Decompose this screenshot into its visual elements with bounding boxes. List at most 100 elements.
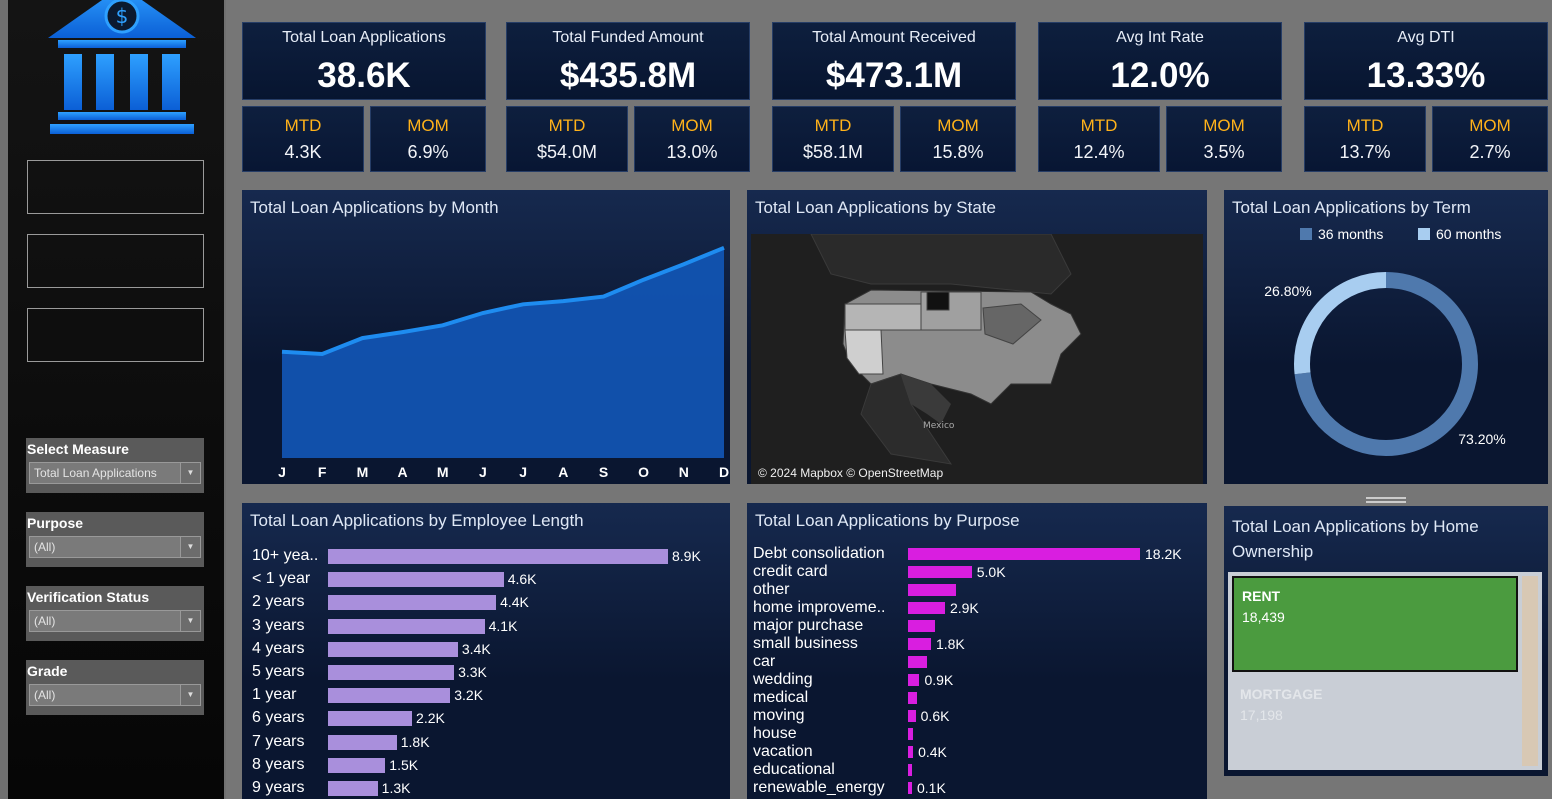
grade-dropdown[interactable]: (All) ▼ xyxy=(29,684,201,706)
bar[interactable] xyxy=(328,572,504,588)
bar[interactable] xyxy=(908,764,912,776)
bar[interactable] xyxy=(328,781,378,796)
bar[interactable] xyxy=(908,728,914,740)
bar-category-label: car xyxy=(753,653,776,670)
bar-row[interactable]: home improveme.. 2.9K xyxy=(753,599,1193,617)
month-series-line[interactable] xyxy=(281,245,725,357)
bar[interactable] xyxy=(908,584,957,596)
bar-row[interactable]: car xyxy=(753,653,1193,671)
kpi-mtd-label: MTD xyxy=(1346,116,1384,135)
bar-value-label: 3.3K xyxy=(458,664,487,680)
bar[interactable] xyxy=(908,746,914,758)
filter-label: Purpose xyxy=(27,515,84,531)
bar[interactable] xyxy=(328,734,397,750)
bar-category-label: vacation xyxy=(753,743,813,760)
nav-button-2[interactable] xyxy=(27,234,204,288)
bar-row[interactable]: 3 years 4.1K xyxy=(252,617,722,637)
kpi-header: Total Loan Applications 38.6K xyxy=(242,22,486,100)
bar-row[interactable]: wedding 0.9K xyxy=(753,671,1193,689)
purpose-dropdown[interactable]: (All) ▼ xyxy=(29,536,201,558)
bar[interactable] xyxy=(328,549,668,564)
legend-swatch xyxy=(1418,228,1430,240)
bar-row[interactable]: major purchase xyxy=(753,617,1193,635)
bar[interactable] xyxy=(908,638,931,650)
panel-title: Total Loan Applications by Term xyxy=(1232,198,1471,217)
bar[interactable] xyxy=(328,618,485,634)
bar[interactable] xyxy=(908,548,1140,560)
bar-category-label: educational xyxy=(753,761,835,778)
bar-value-label: 3.2K xyxy=(454,687,484,704)
bar-category-label: renewable_energy xyxy=(753,779,885,796)
legend-item-36-months[interactable]: 36 months xyxy=(1300,226,1383,242)
bar-row[interactable]: < 1 year 4.6K xyxy=(252,570,722,590)
bar[interactable] xyxy=(328,757,386,773)
bar[interactable] xyxy=(328,665,455,680)
filter-select-measure: Select Measure Total Loan Applications ▼ xyxy=(26,438,204,493)
verification-status-dropdown[interactable]: (All) ▼ xyxy=(29,610,201,632)
chevron-down-icon: ▼ xyxy=(180,463,200,483)
bar-row[interactable]: 6 years 2.2K xyxy=(252,709,722,729)
bar-category-label: house xyxy=(753,725,797,742)
bar-row[interactable]: 7 years 1.8K xyxy=(252,733,722,753)
bar-row[interactable]: other xyxy=(753,581,1193,599)
bar[interactable] xyxy=(328,595,497,611)
bar[interactable] xyxy=(908,566,972,578)
kpi-header: Avg DTI 13.33% xyxy=(1304,22,1548,100)
bar-row[interactable]: 4 years 3.4K xyxy=(252,640,722,660)
bar[interactable] xyxy=(908,620,935,632)
bar[interactable] xyxy=(908,674,920,686)
bar-row[interactable]: credit card 5.0K xyxy=(753,563,1193,581)
bar[interactable] xyxy=(328,641,458,657)
map-attribution[interactable]: © 2024 Mapbox © OpenStreetMap xyxy=(758,466,944,480)
bar-row[interactable]: 8 years 1.5K xyxy=(252,756,722,776)
dropdown-value: (All) xyxy=(34,614,56,628)
term-donut-chart[interactable]: 73.20% 26.80% xyxy=(1224,190,1548,484)
bar[interactable] xyxy=(908,656,928,668)
bar[interactable] xyxy=(908,710,916,722)
bar-row[interactable]: house xyxy=(753,725,1193,743)
bar-row[interactable]: 9 years 1.3K xyxy=(252,779,722,799)
bar-row[interactable]: educational xyxy=(753,761,1193,779)
bar[interactable] xyxy=(328,688,451,704)
nav-button-1[interactable] xyxy=(27,160,204,214)
bar-row[interactable]: 2 years 4.4K xyxy=(252,593,722,613)
bar[interactable] xyxy=(908,602,945,614)
dropdown-value: (All) xyxy=(34,688,56,702)
kpi-mom-value: 15.8% xyxy=(932,142,984,162)
tile-value: 17,198 xyxy=(1240,707,1283,723)
treemap-tile-other[interactable] xyxy=(1522,576,1538,766)
kpi-mom: MOM 3.5% xyxy=(1166,106,1282,172)
legend-label: 60 months xyxy=(1436,226,1502,242)
filter-label: Select Measure xyxy=(27,441,129,457)
treemap-tile-rent[interactable]: RENT 18,439 xyxy=(1232,576,1518,672)
bar-row[interactable]: medical xyxy=(753,689,1193,707)
bar-row[interactable]: 5 years 3.3K xyxy=(252,663,722,683)
bar[interactable] xyxy=(328,711,413,727)
state-map[interactable]: Mexico © 2024 Mapbox © OpenStreetMap xyxy=(751,233,1203,484)
bar[interactable] xyxy=(908,782,912,794)
select-measure-dropdown[interactable]: Total Loan Applications ▼ xyxy=(29,462,201,484)
panel-resize-handle[interactable] xyxy=(1366,497,1406,503)
kpi-mom: MOM 2.7% xyxy=(1432,106,1548,172)
nav-button-3[interactable] xyxy=(27,308,204,362)
bar-row[interactable]: moving 0.6K xyxy=(753,707,1193,725)
bar-row[interactable]: 10+ yea.. 8.9K xyxy=(252,547,722,567)
bar-value-label: 1.8K xyxy=(935,636,965,652)
bar[interactable] xyxy=(908,692,917,704)
treemap-tile-mortgage[interactable]: MORTGAGE 17,198 xyxy=(1232,676,1518,766)
bar-row[interactable]: small business 1.8K xyxy=(753,635,1193,653)
kpi-mom-value: 13.0% xyxy=(666,142,718,162)
kpi-mtd-label: MTD xyxy=(548,116,586,135)
legend-item-60-months[interactable]: 60 months xyxy=(1418,226,1501,242)
kpi-label: Avg DTI xyxy=(1397,29,1455,46)
bar-row[interactable]: renewable_energy 0.1K xyxy=(753,779,1193,797)
bar-row[interactable]: 1 year 3.2K xyxy=(252,686,722,706)
bar-value-label: 0.4K xyxy=(918,744,947,760)
bar-row[interactable]: vacation 0.4K xyxy=(753,743,1193,761)
bar-row[interactable]: Debt consolidation 18.2K xyxy=(753,545,1193,563)
donut-slice[interactable] xyxy=(1294,272,1478,456)
bar-category-label: 10+ yea.. xyxy=(252,547,319,564)
bar-value-label: 2.2K xyxy=(416,710,445,727)
filter-purpose: Purpose (All) ▼ xyxy=(26,512,204,567)
